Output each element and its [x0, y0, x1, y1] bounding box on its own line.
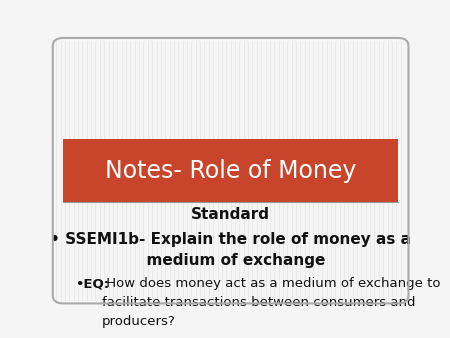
Text: How does money act as a medium of exchange to
facilitate transactions between co: How does money act as a medium of exchan… [102, 277, 440, 329]
Text: •EQ:: •EQ: [76, 277, 109, 290]
Text: Standard: Standard [191, 208, 270, 222]
Text: Notes- Role of Money: Notes- Role of Money [105, 159, 356, 183]
Bar [63, 140, 398, 202]
Text: • SSEMI1b- Explain the role of money as a
  medium of exchange: • SSEMI1b- Explain the role of money as … [50, 232, 411, 268]
